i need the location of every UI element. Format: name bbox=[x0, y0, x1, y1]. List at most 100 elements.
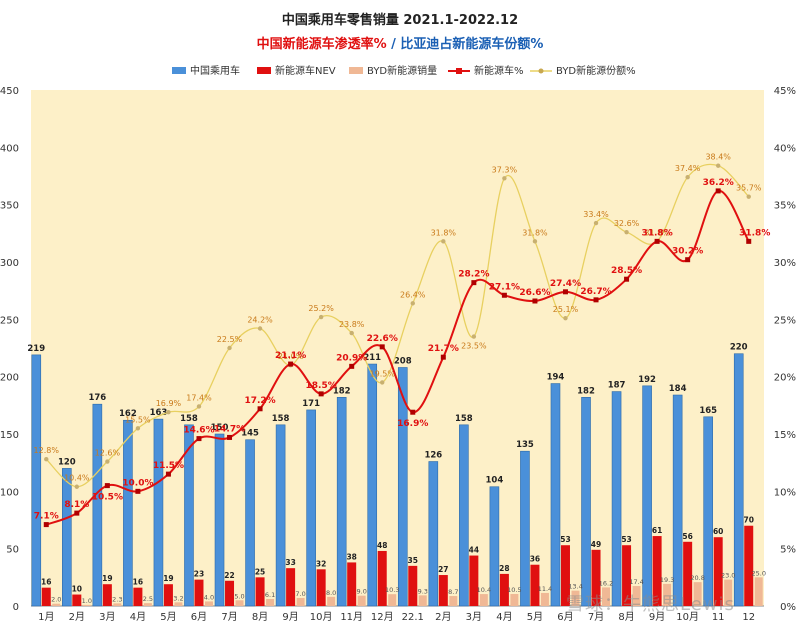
bar-label-byd: 10.3 bbox=[385, 586, 399, 594]
x-tick-label: 5月 bbox=[160, 611, 176, 623]
bar-label-car: 163 bbox=[150, 408, 168, 418]
label-nev-penetration: 7.1% bbox=[34, 512, 59, 522]
label-nev-penetration: 8.1% bbox=[64, 500, 89, 510]
point-byd-share bbox=[624, 229, 629, 235]
legend-label-nev-pct: 新能源车% bbox=[474, 64, 524, 77]
bar-label-byd: 7.0 bbox=[295, 590, 305, 598]
bar-nev bbox=[377, 550, 387, 606]
bar-car bbox=[520, 450, 530, 607]
bar-label-car: 192 bbox=[638, 375, 656, 385]
legend-label-car: 中国乘用车 bbox=[190, 64, 240, 77]
label-byd-share: 10.4% bbox=[64, 474, 90, 483]
y-left-tick: 300 bbox=[0, 258, 19, 269]
bar-car bbox=[581, 397, 591, 607]
bar-nev bbox=[713, 537, 723, 606]
x-tick-label: 9月 bbox=[649, 611, 665, 623]
x-tick-label: 4月 bbox=[496, 611, 512, 623]
bar-label-byd: 23.0 bbox=[721, 572, 735, 580]
label-nev-penetration: 11.5% bbox=[153, 461, 184, 471]
bar-byd bbox=[174, 602, 183, 606]
bar-label-byd: 8.0 bbox=[326, 589, 336, 597]
bar-byd bbox=[388, 594, 397, 606]
x-tick-label: 11月 bbox=[340, 611, 363, 623]
point-nev-penetration bbox=[318, 391, 324, 397]
point-nev-penetration bbox=[440, 354, 446, 360]
x-tick-label: 12月 bbox=[371, 611, 394, 623]
y-left-tick: 400 bbox=[0, 143, 19, 154]
point-nev-penetration bbox=[654, 238, 660, 244]
y-left-tick: 150 bbox=[0, 430, 19, 441]
point-byd-share bbox=[318, 314, 324, 320]
bar-byd bbox=[693, 582, 702, 606]
bar-label-byd: 5.0 bbox=[234, 592, 244, 600]
point-byd-share bbox=[471, 334, 477, 339]
point-nev-penetration bbox=[624, 276, 630, 282]
point-nev-penetration bbox=[74, 510, 80, 516]
bar-nev bbox=[469, 555, 479, 606]
bar-nev bbox=[255, 577, 265, 606]
legend-label-nev: 新能源车NEV bbox=[275, 64, 336, 77]
label-byd-share: 32.6% bbox=[614, 219, 640, 228]
point-byd-share bbox=[44, 457, 49, 462]
y-right-tick: 30% bbox=[774, 258, 796, 269]
bar-car bbox=[153, 418, 164, 607]
y-right-tick: 10% bbox=[774, 487, 796, 498]
point-nev-penetration bbox=[104, 483, 110, 489]
bar-label-nev: 53 bbox=[560, 535, 570, 544]
bar-label-nev: 19 bbox=[163, 574, 173, 583]
bar-label-byd: 20.8 bbox=[690, 574, 704, 582]
bar-nev bbox=[133, 587, 143, 606]
subtitle-penetration: 中国新能源车渗透率% bbox=[257, 36, 387, 52]
bar-nev bbox=[316, 569, 326, 606]
bar-label-car: 104 bbox=[486, 476, 504, 486]
bar-label-nev: 48 bbox=[377, 541, 387, 550]
bar-label-car: 171 bbox=[302, 399, 320, 409]
point-byd-share bbox=[532, 239, 538, 244]
point-nev-penetration bbox=[501, 292, 507, 298]
bar-label-car: 158 bbox=[180, 414, 198, 424]
bar-byd bbox=[82, 604, 91, 606]
y-left-tick: 200 bbox=[0, 373, 19, 384]
subtitle-byd-share: 比亚迪占新能源车份额% bbox=[400, 36, 543, 52]
chart-title: 中国乘用车零售销量 2021.1-2022.12 bbox=[282, 12, 518, 28]
bar-car bbox=[31, 354, 42, 607]
point-byd-share bbox=[380, 380, 385, 385]
bar-nev bbox=[41, 587, 51, 606]
bar-byd bbox=[143, 603, 152, 606]
bar-nev bbox=[499, 573, 509, 606]
legend-label-byd: BYD新能源销量 bbox=[367, 64, 437, 77]
label-byd-share: 16.9% bbox=[156, 399, 182, 408]
bar-label-car: 194 bbox=[547, 373, 565, 383]
bar-byd bbox=[632, 586, 641, 606]
bar-label-nev: 23 bbox=[194, 570, 204, 579]
bar-label-car: 211 bbox=[363, 353, 381, 363]
bar-label-nev: 10 bbox=[72, 585, 82, 594]
bar-label-byd: 9.3 bbox=[418, 587, 428, 595]
bar-label-byd: 10.5 bbox=[507, 586, 521, 594]
bar-labels: 219 120 176 162 163 158 150 145 158 171 182 211 208 1… bbox=[27, 343, 766, 605]
bar-label-byd: 6.1 bbox=[265, 591, 275, 599]
bar-car bbox=[397, 367, 408, 607]
bar-label-byd: 2.0 bbox=[51, 596, 61, 604]
label-nev-penetration: 27.1% bbox=[489, 282, 520, 292]
lines bbox=[43, 163, 752, 528]
label-byd-share: 38.4% bbox=[705, 153, 731, 162]
label-nev-penetration: 22.6% bbox=[367, 334, 398, 344]
y-left-tick: 250 bbox=[0, 315, 19, 326]
y-right-tick: 35% bbox=[774, 201, 796, 212]
bar-label-byd: 2.5 bbox=[143, 595, 153, 603]
bar-byd bbox=[113, 603, 122, 606]
label-byd-share: 25.2% bbox=[308, 304, 334, 313]
label-byd-share: 26.4% bbox=[400, 290, 426, 299]
bar-car bbox=[336, 397, 347, 607]
label-nev-penetration: 31.8% bbox=[739, 228, 770, 238]
label-nev-penetration: 20.9% bbox=[336, 353, 367, 363]
bar-car bbox=[550, 383, 561, 607]
bar-label-car: 184 bbox=[669, 384, 687, 394]
label-byd-share: 23.5% bbox=[461, 342, 487, 351]
y-right-tick: 15% bbox=[774, 430, 796, 441]
label-nev-penetration: 28.5% bbox=[611, 266, 642, 276]
label-byd-share: 12.6% bbox=[95, 449, 121, 458]
bar-label-nev: 38 bbox=[346, 552, 356, 561]
bar-label-car: 158 bbox=[455, 414, 473, 424]
